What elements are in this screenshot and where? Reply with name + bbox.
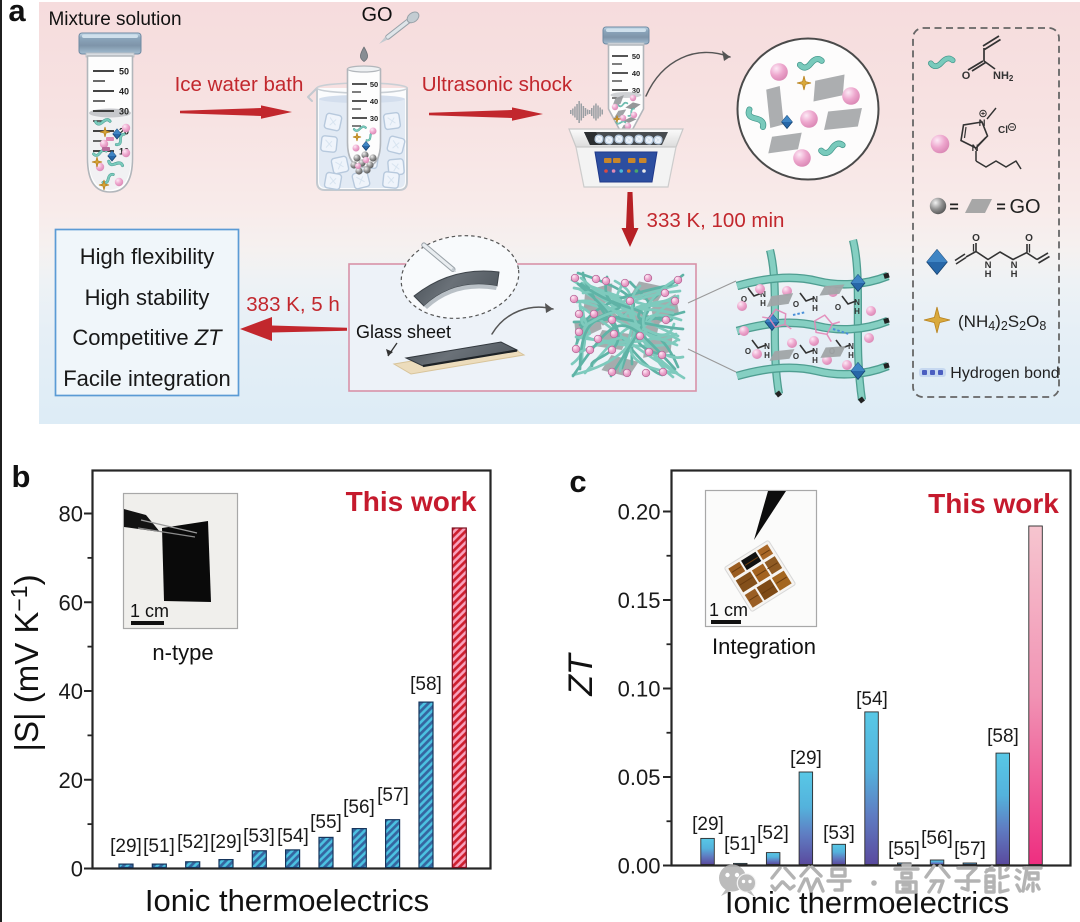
svg-text:n-type: n-type	[152, 640, 213, 665]
svg-text:(NH4)2S2O8: (NH4)2S2O8	[958, 312, 1046, 333]
svg-text:This work: This work	[928, 488, 1059, 519]
svg-text:[53]: [53]	[243, 826, 275, 847]
svg-text:N: N	[760, 290, 766, 299]
svg-text:0.05: 0.05	[618, 765, 661, 790]
svg-text:High flexibility: High flexibility	[80, 244, 215, 269]
svg-text:[58]: [58]	[987, 726, 1019, 747]
svg-text:[55]: [55]	[888, 839, 920, 860]
svg-text:1 cm: 1 cm	[130, 601, 169, 621]
svg-text:O: O	[745, 347, 751, 356]
svg-text:[58]: [58]	[410, 674, 442, 695]
svg-text:Facile integration: Facile integration	[63, 366, 231, 391]
svg-text:[57]: [57]	[377, 785, 409, 806]
svg-text:N: N	[972, 143, 979, 154]
svg-text:333 K, 100 min: 333 K, 100 min	[647, 209, 785, 232]
svg-text:N: N	[854, 298, 860, 307]
svg-text:O: O	[793, 300, 799, 309]
svg-text:H: H	[854, 307, 860, 316]
svg-text:[52]: [52]	[177, 832, 209, 853]
svg-text:H: H	[1011, 269, 1018, 280]
svg-text:H: H	[985, 269, 992, 280]
svg-text:383 K, 5 h: 383 K, 5 h	[246, 293, 339, 316]
svg-text:40: 40	[632, 69, 640, 78]
svg-text:[29]: [29]	[790, 748, 822, 769]
svg-text:ZT: ZT	[562, 652, 600, 697]
svg-text:N: N	[764, 342, 770, 351]
svg-text:Ionic thermoelectrics: Ionic thermoelectrics	[725, 885, 1009, 920]
svg-text:High stability: High stability	[85, 285, 210, 310]
svg-text:[51]: [51]	[143, 836, 175, 857]
svg-text:Ionic thermoelectrics: Ionic thermoelectrics	[145, 883, 429, 918]
svg-text:30: 30	[119, 107, 129, 117]
svg-text:H: H	[764, 351, 770, 360]
svg-text:[56]: [56]	[921, 828, 953, 849]
svg-text:0.20: 0.20	[618, 500, 661, 525]
svg-text:N: N	[848, 342, 854, 351]
svg-text:N: N	[812, 295, 818, 304]
svg-text:NH2: NH2	[993, 70, 1014, 83]
svg-text:c: c	[569, 464, 586, 499]
svg-text:H: H	[848, 351, 854, 360]
svg-text:30: 30	[632, 86, 640, 95]
svg-text:[29]: [29]	[210, 832, 242, 853]
svg-text:80: 80	[59, 502, 83, 527]
svg-text:GO: GO	[1009, 196, 1040, 218]
svg-text:Competitive ZT: Competitive ZT	[72, 325, 223, 350]
svg-text:[29]: [29]	[692, 814, 724, 835]
svg-text:N: N	[1011, 260, 1018, 271]
svg-text:60: 60	[59, 590, 83, 615]
svg-text:O: O	[962, 70, 971, 82]
svg-text:Glass sheet: Glass sheet	[356, 322, 451, 342]
svg-text:30: 30	[370, 114, 378, 123]
svg-text:Mixture solution: Mixture solution	[48, 9, 181, 30]
svg-text:[29]: [29]	[110, 836, 142, 857]
svg-text:0.10: 0.10	[618, 677, 661, 702]
svg-text:Hydrogen bond: Hydrogen bond	[950, 365, 1059, 382]
svg-text:[54]: [54]	[856, 689, 888, 710]
svg-text:=: =	[949, 199, 958, 216]
svg-text:40: 40	[370, 97, 378, 106]
svg-text:[56]: [56]	[343, 797, 375, 818]
svg-text:N: N	[979, 118, 986, 129]
svg-text:[53]: [53]	[823, 823, 855, 844]
svg-text:GO: GO	[361, 4, 392, 26]
svg-text:[54]: [54]	[277, 826, 309, 847]
svg-text:50: 50	[119, 67, 129, 77]
svg-text:20: 20	[59, 768, 83, 793]
svg-text:H: H	[812, 304, 818, 313]
svg-text:O: O	[972, 233, 980, 244]
svg-text:50: 50	[370, 80, 378, 89]
svg-text:H: H	[760, 299, 766, 308]
svg-text:0.15: 0.15	[618, 588, 661, 613]
svg-text:[55]: [55]	[310, 812, 342, 833]
svg-text:[51]: [51]	[724, 834, 756, 855]
svg-text:Integration: Integration	[712, 634, 816, 659]
svg-text:[57]: [57]	[954, 839, 986, 860]
svg-text:1 cm: 1 cm	[709, 600, 748, 620]
svg-text:0: 0	[71, 857, 83, 882]
svg-text:Cl: Cl	[998, 125, 1008, 136]
svg-text:=: =	[996, 199, 1005, 216]
svg-text:H: H	[812, 356, 818, 365]
svg-text:0.00: 0.00	[618, 854, 661, 879]
svg-text:O: O	[835, 303, 841, 312]
svg-text:Ice water bath: Ice water bath	[175, 73, 304, 96]
svg-text:N: N	[985, 260, 992, 271]
svg-text:O: O	[741, 295, 747, 304]
svg-text:[52]: [52]	[757, 823, 789, 844]
svg-text:This work: This work	[346, 486, 477, 517]
svg-text:N: N	[812, 347, 818, 356]
svg-text:a: a	[8, 0, 26, 28]
svg-text:O: O	[1025, 233, 1033, 244]
svg-text:O: O	[793, 352, 799, 361]
svg-text:Ultrasonic shock: Ultrasonic shock	[422, 73, 573, 96]
svg-text:50: 50	[632, 52, 640, 61]
svg-text:40: 40	[119, 87, 129, 97]
svg-text:40: 40	[59, 679, 83, 704]
svg-text:b: b	[12, 459, 31, 494]
